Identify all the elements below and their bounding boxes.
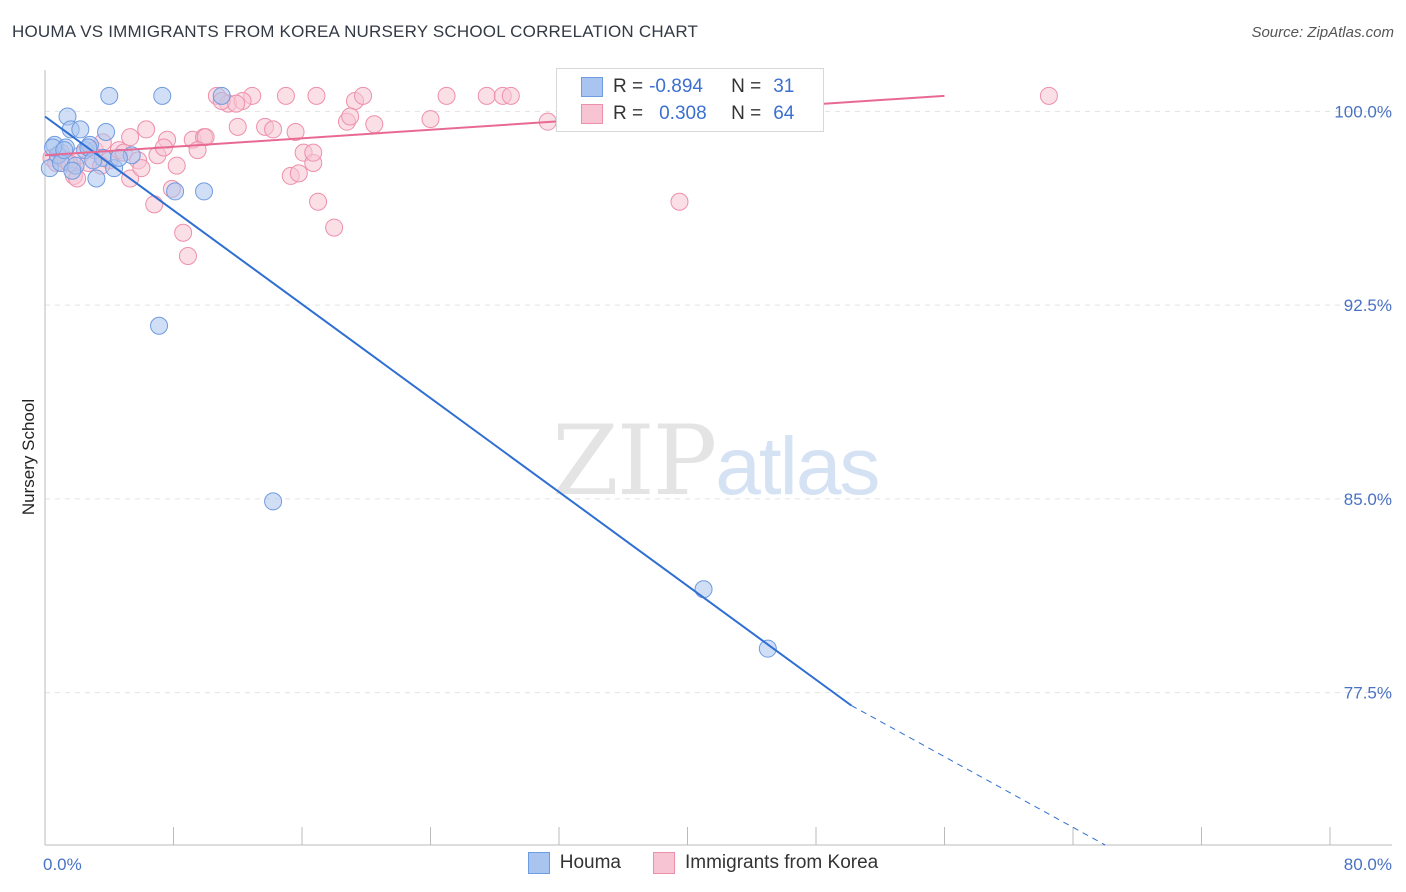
houma-point [212, 86, 231, 105]
y-tick-label: 85.0% [1344, 490, 1392, 509]
legend-n-label: N = [731, 76, 762, 97]
korea-point [228, 117, 247, 136]
legend-item-korea[interactable]: Immigrants from Korea [653, 852, 878, 874]
legend-n-value: 31 [773, 76, 795, 97]
korea-point [365, 115, 384, 134]
korea-point [286, 123, 305, 141]
korea-point [341, 107, 360, 126]
korea-point [264, 120, 283, 139]
korea-point [437, 86, 456, 105]
legend-r-value: 0.308 [659, 103, 707, 124]
legend-r-label: R = [613, 76, 644, 97]
x-tick-label: 80.0% [1344, 855, 1392, 874]
y-tick-label: 100.0% [1334, 102, 1392, 121]
y-tick-label: 77.5% [1344, 684, 1392, 703]
legend-swatch-houma [581, 77, 603, 97]
korea-point [227, 94, 246, 113]
korea-point [354, 86, 373, 105]
korea-point [670, 192, 689, 211]
series-legend: Houma Immigrants from Korea [0, 852, 1406, 874]
houma-point [195, 182, 214, 201]
x-tick-label: 0.0% [43, 855, 82, 874]
houma-point [84, 151, 103, 170]
korea-point [477, 86, 496, 105]
korea-point [276, 86, 295, 105]
houma-trend-line [44, 115, 852, 707]
houma-point [166, 182, 185, 201]
houma-point [71, 120, 90, 139]
chart-title: HOUMA VS IMMIGRANTS FROM KOREA NURSERY S… [12, 22, 699, 41]
korea-point [137, 120, 156, 139]
korea-point [174, 223, 193, 242]
korea-point [1039, 86, 1058, 105]
korea-point [307, 86, 326, 105]
legend-r-label: R = [613, 103, 644, 124]
houma-trend-extension [851, 705, 1106, 846]
legend-n-value: 64 [773, 103, 795, 124]
legend-row-korea: R = 0.308 N = 64 [581, 102, 794, 126]
watermark-atlas: atlas [715, 421, 880, 512]
legend-item-houma[interactable]: Houma [527, 852, 621, 874]
legend-n-label: N = [731, 103, 762, 124]
legend-row-houma: R = -0.894 N = 31 [581, 75, 794, 99]
korea-point [304, 143, 323, 162]
korea-point [132, 159, 151, 178]
correlation-legend: R = -0.894 N = 31 R = 0.308 N = 64 [556, 68, 824, 132]
legend-label-korea: Immigrants from Korea [685, 852, 879, 873]
korea-point [178, 247, 197, 265]
legend-swatch-korea [653, 852, 675, 874]
houma-point [264, 492, 283, 511]
korea-point [309, 192, 328, 211]
korea-point [289, 164, 308, 183]
houma-point [100, 86, 119, 105]
korea-point [121, 128, 140, 147]
houma-point [63, 161, 82, 180]
houma-point [150, 316, 169, 335]
korea-point [325, 218, 344, 237]
legend-label-houma: Houma [559, 852, 621, 873]
houma-point [694, 580, 713, 599]
korea-point [145, 195, 164, 214]
houma-point [153, 86, 172, 105]
legend-swatch-houma [527, 852, 550, 874]
y-axis-title: Nursery School [19, 399, 38, 515]
korea-point [421, 110, 440, 129]
houma-point [758, 639, 777, 658]
korea-point [167, 156, 186, 175]
legend-r-value: -0.894 [649, 76, 703, 97]
korea-point [501, 86, 520, 105]
y-tick-label: 92.5% [1344, 296, 1392, 315]
houma-point [55, 141, 74, 160]
houma-point [87, 169, 106, 188]
houma-point [109, 148, 128, 167]
houma-point [97, 123, 116, 141]
legend-swatch-korea [581, 104, 603, 124]
korea-point [196, 128, 215, 147]
source-label: Source: ZipAtlas.com [1251, 24, 1394, 41]
